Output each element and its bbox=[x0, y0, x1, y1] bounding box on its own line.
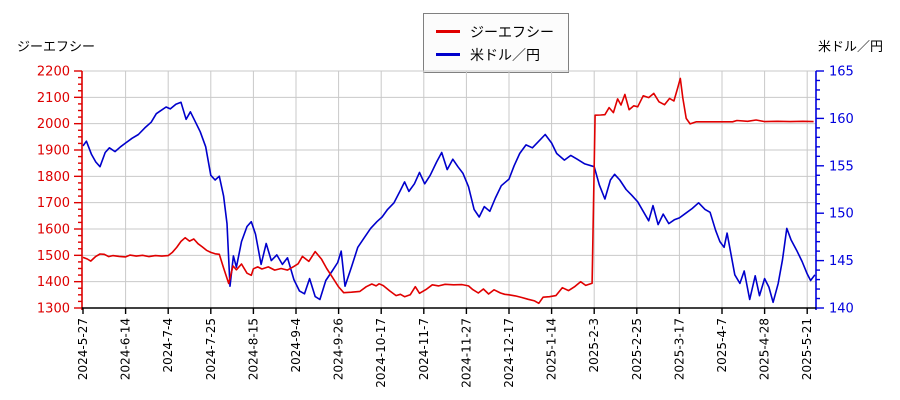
grid-lines bbox=[82, 70, 816, 308]
x-tick-label: 2024-11-7 bbox=[417, 318, 431, 380]
left-tick-label: 2100 bbox=[37, 91, 70, 106]
x-tick-label: 2024-8-15 bbox=[246, 318, 260, 380]
x-tick-label: 2024-10-17 bbox=[374, 318, 388, 388]
x-tick-label: 2024-11-27 bbox=[459, 318, 473, 388]
gfc-line-swatch bbox=[436, 30, 460, 33]
left-tick-label: 2200 bbox=[37, 65, 70, 80]
x-tick-label: 2024-7-4 bbox=[161, 318, 175, 372]
left-axis-ticks bbox=[74, 70, 82, 309]
right-tick-label: 155 bbox=[829, 159, 854, 174]
right-axis-ticks bbox=[816, 70, 824, 309]
left-tick-label: 1300 bbox=[37, 302, 70, 317]
x-tick-label: 2024-7-25 bbox=[204, 318, 218, 380]
legend-item-gfc: ジーエフシー bbox=[436, 20, 554, 43]
usdjpy-line-swatch bbox=[436, 53, 460, 56]
right-axis-labels: 165 160 155 150 145 140 bbox=[829, 65, 854, 317]
legend-label-usdjpy: 米ドル／円 bbox=[470, 47, 540, 64]
right-tick-label: 160 bbox=[829, 112, 854, 127]
left-tick-label: 1500 bbox=[37, 249, 70, 264]
x-tick-label: 2024-5-27 bbox=[76, 318, 90, 380]
usdjpy-rate-line bbox=[82, 101, 816, 304]
x-tick-label: 2024-9-4 bbox=[289, 318, 303, 372]
right-axis-title: 米ドル／円 bbox=[817, 40, 883, 55]
legend-box: ジーエフシー 米ドル／円 bbox=[423, 13, 569, 73]
right-tick-label: 145 bbox=[829, 254, 854, 269]
series-lines bbox=[82, 77, 816, 305]
left-axis-title: ジーエフシー bbox=[17, 40, 96, 55]
x-tick-label: 2024-12-17 bbox=[502, 318, 516, 388]
gfc-price-line bbox=[82, 77, 814, 305]
x-tick-label: 2025-2-25 bbox=[630, 318, 644, 380]
left-tick-label: 1700 bbox=[37, 196, 70, 211]
x-tick-label: 2025-2-3 bbox=[587, 318, 601, 372]
axes bbox=[81, 71, 817, 310]
x-tick-label: 2024-6-14 bbox=[119, 318, 133, 380]
right-tick-label: 150 bbox=[829, 207, 854, 222]
x-tick-label: 2025-4-28 bbox=[758, 318, 772, 380]
legend-item-usdjpy: 米ドル／円 bbox=[436, 43, 554, 66]
left-tick-label: 2000 bbox=[37, 117, 70, 132]
left-tick-label: 1800 bbox=[37, 170, 70, 185]
left-tick-label: 1600 bbox=[37, 223, 70, 238]
right-tick-label: 165 bbox=[829, 65, 854, 80]
x-tick-label: 2025-5-21 bbox=[800, 318, 814, 380]
right-tick-label: 140 bbox=[829, 302, 854, 317]
left-tick-label: 1400 bbox=[37, 275, 70, 290]
left-tick-label: 1900 bbox=[37, 144, 70, 159]
x-tick-label: 2025-1-14 bbox=[545, 318, 559, 380]
x-axis-ticks bbox=[82, 308, 808, 314]
x-tick-label: 2025-3-17 bbox=[672, 318, 686, 380]
legend-label-gfc: ジーエフシー bbox=[470, 24, 554, 41]
x-tick-label: 2024-9-26 bbox=[332, 318, 346, 380]
x-tick-label: 2025-4-7 bbox=[715, 318, 729, 372]
left-axis-labels: 2200 2100 2000 1900 1800 1700 1600 1500 1400 1300 bbox=[37, 65, 70, 317]
x-axis-labels: 2024-5-27 2024-6-14 2024-7-4 2024-7-25 2024-… bbox=[76, 318, 814, 388]
